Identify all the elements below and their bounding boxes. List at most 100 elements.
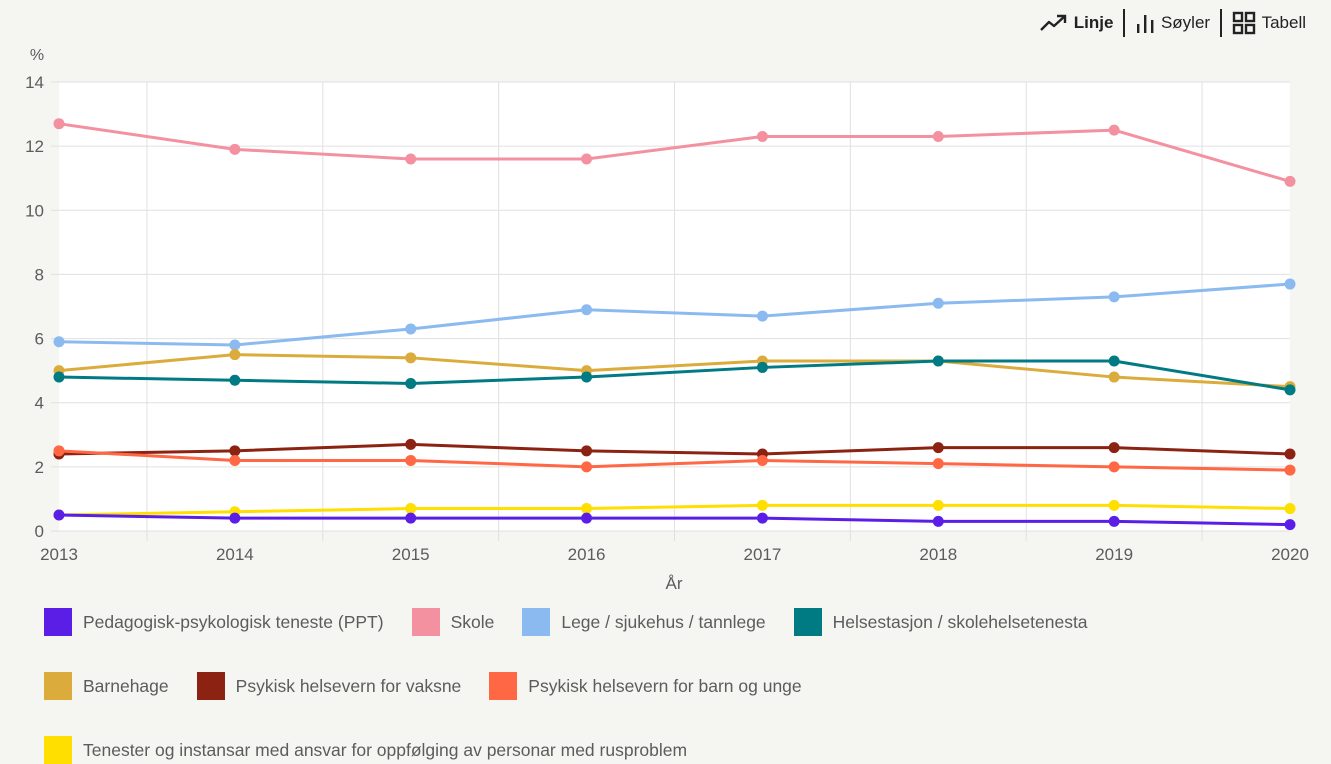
data-point[interactable] (1108, 291, 1120, 303)
data-point[interactable] (756, 131, 768, 143)
data-point[interactable] (1108, 124, 1120, 136)
data-point[interactable] (581, 503, 593, 515)
horizontal-gridlines (51, 81, 1290, 532)
data-point[interactable] (229, 143, 241, 155)
chart-type-toolbar: Linje Søyler Tabell (1039, 8, 1306, 38)
data-point[interactable] (229, 512, 241, 524)
toolbar-divider (1123, 9, 1125, 37)
line-view-button[interactable]: Linje (1039, 13, 1124, 33)
data-point[interactable] (1284, 278, 1296, 290)
legend-item[interactable]: Tenester og instansar med ansvar for opp… (44, 736, 687, 764)
y-axis-tick-labels: 0 2 4 6 8 10 12 14 (25, 73, 44, 541)
bar-chart-icon (1135, 12, 1155, 34)
data-point[interactable] (932, 297, 944, 309)
data-point[interactable] (756, 454, 768, 466)
legend-swatch (411, 608, 440, 636)
legend-item[interactable]: Lege / sjukehus / tannlege (522, 608, 766, 636)
line-chart: 0 2 4 6 8 10 12 14 2013 2014 2015 2016 2017 2018 2019… (25, 47, 1309, 593)
data-point[interactable] (229, 374, 241, 386)
data-point[interactable] (932, 515, 944, 527)
legend-label: Skole (450, 611, 495, 632)
data-point[interactable] (1108, 371, 1120, 383)
data-point[interactable] (1284, 175, 1296, 187)
legend-item[interactable]: Pedagogisk-psykologisk teneste (PPT) (44, 608, 384, 636)
data-point[interactable] (229, 349, 241, 361)
x-axis-tick-labels: 2013 2014 2015 2016 2017 2018 2019 2020 (40, 545, 1309, 564)
data-point[interactable] (1108, 355, 1120, 367)
data-point[interactable] (405, 323, 417, 335)
data-point[interactable] (1284, 519, 1296, 531)
series-layer (53, 118, 1296, 531)
trend-line-icon (1039, 13, 1068, 33)
data-point[interactable] (932, 442, 944, 454)
data-point[interactable] (756, 512, 768, 524)
series-2 (53, 278, 1296, 351)
data-point[interactable] (229, 454, 241, 466)
y-tick-label: 14 (25, 73, 44, 92)
x-tick-label: 2015 (392, 545, 430, 564)
data-point[interactable] (581, 304, 593, 316)
legend-swatch (44, 608, 72, 636)
series-line (58, 503, 1291, 517)
data-point[interactable] (405, 454, 417, 466)
legend-item[interactable]: Psykisk helsevern for barn og unge (489, 672, 802, 700)
data-point[interactable] (932, 131, 944, 143)
data-point[interactable] (53, 371, 65, 383)
data-point[interactable] (53, 445, 65, 457)
y-tick-label: 8 (35, 265, 44, 284)
legend-item[interactable]: Skole (411, 608, 495, 636)
data-point[interactable] (1284, 384, 1296, 396)
series-line (58, 282, 1291, 347)
data-point[interactable] (53, 336, 65, 348)
data-point[interactable] (405, 352, 417, 364)
data-point[interactable] (1284, 448, 1296, 460)
data-point[interactable] (756, 361, 768, 373)
legend-swatch (44, 736, 72, 764)
legend-item[interactable]: Helsestasjon / skolehelsetenesta (793, 608, 1088, 636)
legend-label: Lege / sjukehus / tannlege (561, 611, 766, 632)
data-point[interactable] (1284, 503, 1296, 515)
x-tick-label: 2013 (40, 545, 78, 564)
data-point[interactable] (405, 377, 417, 389)
data-point[interactable] (405, 438, 417, 450)
y-tick-label: 0 (35, 522, 44, 541)
x-tick-label: 2018 (919, 545, 957, 564)
data-point[interactable] (581, 153, 593, 165)
data-point[interactable] (1108, 442, 1120, 454)
data-point[interactable] (756, 499, 768, 511)
data-point[interactable] (53, 509, 65, 521)
y-tick-label: 12 (25, 137, 44, 156)
legend-item[interactable]: Psykisk helsevern for vaksne (196, 672, 461, 700)
data-point[interactable] (229, 445, 241, 457)
data-point[interactable] (581, 371, 593, 383)
legend-item[interactable]: Barnehage (44, 672, 169, 700)
legend-swatch (196, 672, 225, 700)
data-point[interactable] (932, 499, 944, 511)
series-line (58, 353, 1291, 389)
data-point[interactable] (1108, 461, 1120, 473)
data-point[interactable] (53, 118, 65, 130)
data-point[interactable] (405, 512, 417, 524)
table-view-label: Tabell (1261, 13, 1306, 32)
data-point[interactable] (932, 458, 944, 470)
data-point[interactable] (1108, 499, 1120, 511)
bar-view-button[interactable]: Søyler (1125, 12, 1220, 34)
legend-swatch (489, 672, 518, 700)
data-point[interactable] (756, 310, 768, 322)
data-point[interactable] (581, 445, 593, 457)
data-point[interactable] (229, 339, 241, 351)
data-point[interactable] (405, 503, 417, 515)
line-view-label: Linje (1073, 13, 1114, 32)
x-tick-label: 2014 (216, 545, 254, 564)
data-point[interactable] (581, 512, 593, 524)
data-point[interactable] (405, 153, 417, 165)
series-3 (53, 355, 1296, 396)
data-point[interactable] (581, 461, 593, 473)
data-point[interactable] (1284, 464, 1296, 476)
series-line (58, 122, 1291, 183)
y-tick-label: 6 (35, 330, 44, 349)
data-point[interactable] (932, 355, 944, 367)
y-tick-label: 2 (35, 458, 44, 477)
data-point[interactable] (1108, 515, 1120, 527)
table-view-button[interactable]: Tabell (1222, 11, 1306, 35)
